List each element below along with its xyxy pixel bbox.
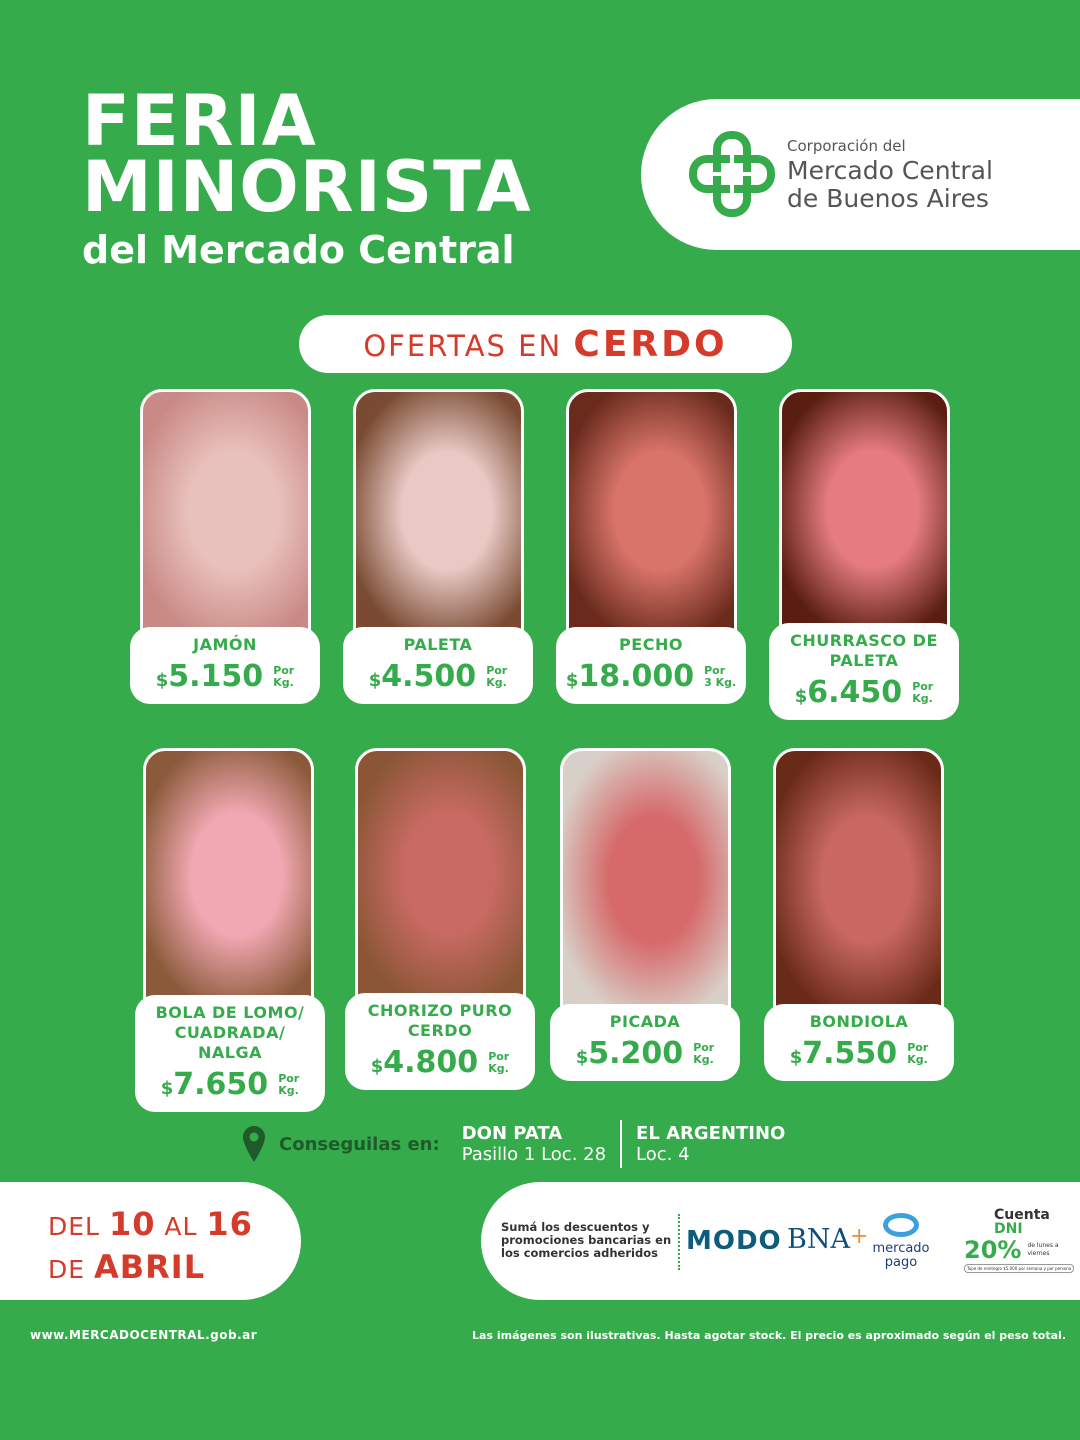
- product-name: BONDIOLA: [809, 1012, 909, 1031]
- product-card: CHURRASCO DE PALETA $6.450 Por Kg.: [769, 623, 959, 720]
- product-image: [779, 389, 950, 629]
- product-price: $7.550 Por Kg.: [789, 1036, 929, 1071]
- product-price: $6.450 Por Kg.: [794, 675, 934, 710]
- modo-logo: MODO: [686, 1226, 782, 1256]
- product-price: $7.650 Por Kg.: [160, 1067, 300, 1102]
- title: FERIA MINORISTA: [82, 80, 532, 228]
- product-price: $4.500 Por Kg.: [368, 659, 508, 694]
- subtitle: del Mercado Central: [82, 228, 515, 272]
- bna-logo: BNA+: [787, 1224, 869, 1255]
- offers-banner: OFERTAS EN CERDO: [299, 315, 792, 373]
- product-card: PICADA $5.200 Por Kg.: [550, 1004, 740, 1081]
- product-image: [353, 389, 524, 633]
- location-pin-icon: [243, 1126, 265, 1162]
- product-name: PICADA: [609, 1012, 681, 1031]
- product-name: PALETA: [403, 635, 473, 654]
- handshake-icon: [883, 1213, 919, 1237]
- product-image: [560, 748, 731, 1010]
- bank-promotions: Sumá los descuentos y promociones bancar…: [481, 1182, 1080, 1300]
- product-card: CHORIZO PURO CERDO $4.800 Por Kg.: [345, 993, 535, 1090]
- disclaimer: Las imágenes son ilustrativas. Hasta ago…: [472, 1329, 1066, 1342]
- product-image: [355, 748, 526, 999]
- product-card: JAMÓN $5.150 Por Kg.: [130, 627, 320, 704]
- product-name: CHURRASCO DE PALETA: [790, 631, 938, 670]
- product-image: [143, 748, 314, 1001]
- date-range: DEL 10 AL 16 DE ABRIL: [0, 1182, 301, 1300]
- mercado-central-logo-icon: [689, 131, 775, 217]
- product-price: $5.200 Por Kg.: [575, 1036, 715, 1071]
- product-card: BOLA DE LOMO/ CUADRADA/ NALGA $7.650 Por Kg…: [135, 995, 325, 1112]
- cuenta-dni-logo: Cuenta DNI 20% de lunes a viernes Tope de …: [964, 1208, 1074, 1273]
- product-card: BONDIOLA $7.550 Por Kg.: [764, 1004, 954, 1081]
- location: Conseguilas en: DON PATA Pasillo 1 Loc. 2…: [243, 1120, 785, 1168]
- product-price: $5.150 Por Kg.: [155, 659, 295, 694]
- mercado-central-logo: Corporación del Mercado Central de Buenos…: [641, 99, 1080, 250]
- website-link[interactable]: www.MERCADOCENTRAL.gob.ar: [30, 1328, 258, 1342]
- mercado-pago-logo: mercado pago: [871, 1212, 931, 1270]
- product-image: [566, 389, 737, 633]
- product-price: $4.800 Por Kg.: [370, 1045, 510, 1080]
- divider: [620, 1120, 623, 1168]
- product-card: PECHO $18.000 Por 3 Kg.: [556, 627, 746, 704]
- product-name: BOLA DE LOMO/ CUADRADA/ NALGA: [155, 1003, 305, 1062]
- product-name: CHORIZO PURO CERDO: [367, 1001, 513, 1040]
- product-name: PECHO: [619, 635, 683, 654]
- product-card: PALETA $4.500 Por Kg.: [343, 627, 533, 704]
- product-image: [140, 389, 311, 633]
- product-price: $18.000 Por 3 Kg.: [565, 659, 737, 694]
- product-image: [773, 748, 944, 1010]
- product-name: JAMÓN: [193, 635, 257, 654]
